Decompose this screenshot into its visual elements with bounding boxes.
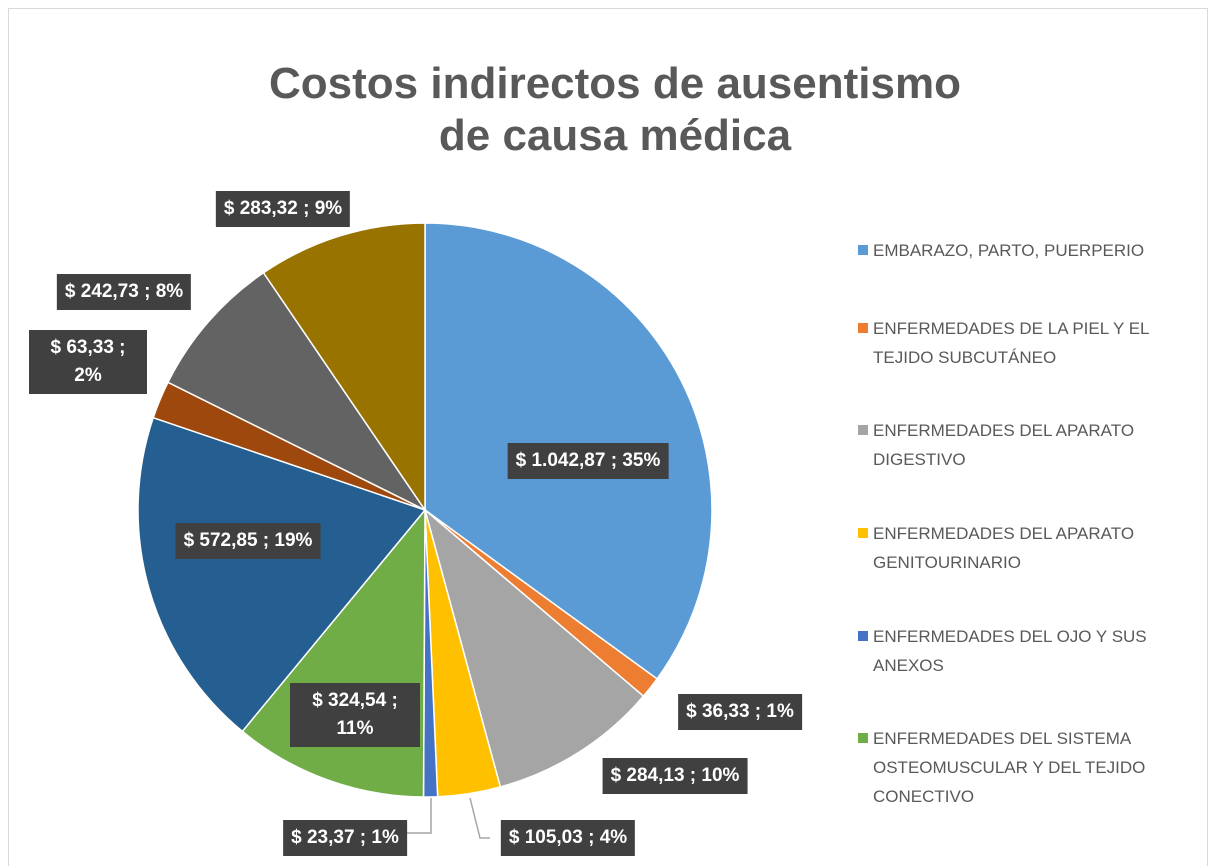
pie-slice [137,416,427,733]
legend-label: ENFERMEDADES DEL APARATO DIGESTIVO [873,421,1135,469]
chart-border [8,8,1208,866]
legend-swatch [858,323,868,333]
legend-label: ENFERMEDADES DEL APARATO GENITOURINARIO [873,524,1135,572]
legend-swatch [858,528,868,538]
data-label: $ 36,33 ; 1% [678,694,802,730]
data-label: $ 23,37 ; 1% [283,820,407,856]
data-label: $ 105,03 ; 4% [500,820,636,856]
data-label: $ 242,73 ; 8% [56,274,192,310]
leader-line [405,798,432,834]
data-label: $ 284,13 ; 10% [602,758,748,794]
leader-line [469,797,490,839]
pie-slice [166,271,428,512]
data-label: $ 63,33 ; 2% [29,330,147,394]
legend-label: ENFERMEDADES DE LA PIEL Y EL TEJIDO SUBC… [873,319,1149,367]
legend-label: EMBARAZO, PARTO, PUERPERIO [873,241,1145,260]
legend-swatch [858,245,868,255]
pie-slice [262,222,426,513]
data-label: $ 572,85 ; 19% [175,523,321,559]
legend-swatch [858,631,868,641]
data-label: $ 324,54 ; 11% [290,683,420,747]
legend-label: ENFERMEDADES DEL OJO Y SUS ANEXOS [873,627,1147,675]
chart-title: Costos indirectos de ausentismo de causa… [269,59,961,160]
legend-label: ENFERMEDADES DEL SISTEMA OSTEOMUSCULAR Y… [873,729,1146,806]
data-label: $ 1.042,87 ; 35% [507,443,669,479]
legend-swatch [858,733,868,743]
pie-slice [423,507,645,788]
data-label: $ 283,32 ; 9% [215,191,351,227]
legend-swatch [858,425,868,435]
